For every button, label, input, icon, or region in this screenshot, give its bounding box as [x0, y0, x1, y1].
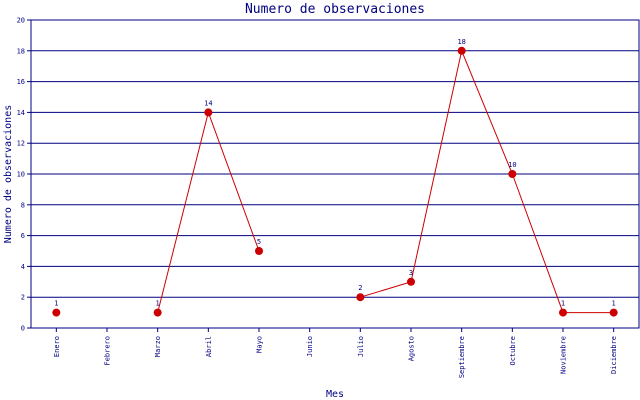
data-label: 14	[204, 99, 212, 107]
data-label: 1	[561, 300, 565, 308]
data-label: 1	[54, 300, 58, 308]
x-tick-label: Septiembre	[458, 336, 466, 378]
x-tick-label: Julio	[357, 336, 365, 357]
data-label: 5	[257, 238, 261, 246]
data-point	[559, 308, 567, 317]
x-tick-label: Marzo	[154, 336, 162, 357]
y-tick-label: 20	[17, 17, 25, 25]
y-axis-ticks: 0 2 4 6 8 10 12 14 16 18 20	[17, 17, 31, 333]
data-point	[457, 46, 466, 55]
y-tick-label: 2	[21, 294, 25, 302]
grid	[30, 19, 640, 329]
y-tick-label: 0	[21, 325, 25, 333]
x-axis-label: Mes	[326, 389, 344, 400]
series-line	[157, 110, 260, 313]
y-tick-label: 6	[21, 232, 25, 240]
x-tick-label: Agosto	[408, 336, 416, 361]
data-labels: 1 1 14 5 2 3 18 10 1 1	[54, 38, 616, 308]
data-label: 2	[358, 284, 362, 292]
x-tick-label: Noviembre	[560, 336, 568, 374]
x-axis-ticks: Enero Febrero Marzo Abril Mayo Junio Julio Agos…	[53, 328, 618, 378]
y-tick-label: 8	[21, 201, 25, 209]
y-tick-label: 14	[17, 109, 25, 117]
data-point	[255, 247, 263, 255]
x-tick-label: Mayo	[256, 336, 264, 353]
y-tick-label: 12	[17, 140, 25, 148]
data-point	[356, 293, 365, 302]
series-lines	[157, 49, 614, 314]
data-label: 18	[457, 38, 465, 46]
x-tick-label: Abril	[205, 336, 213, 357]
x-tick-label: Octubre	[509, 336, 517, 366]
data-label: 3	[409, 269, 413, 277]
x-tick-label: Diciembre	[610, 336, 618, 374]
data-label: 10	[508, 161, 516, 169]
y-tick-label: 4	[21, 263, 25, 271]
data-label: 1	[612, 300, 616, 308]
data-point	[204, 108, 213, 117]
x-tick-label: Enero	[53, 336, 61, 357]
y-tick-label: 10	[17, 171, 25, 179]
data-point	[609, 308, 618, 317]
series-line	[360, 49, 614, 314]
x-tick-label: Febrero	[104, 336, 112, 366]
y-tick-label: 18	[17, 47, 25, 55]
data-point	[153, 308, 162, 317]
y-axis-label: Numero de observaciones	[3, 105, 14, 243]
y-tick-label: 16	[17, 78, 25, 86]
data-point	[508, 170, 517, 178]
data-label: 1	[156, 300, 160, 308]
chart-title: Numero de observaciones	[245, 2, 425, 17]
data-point	[407, 277, 415, 286]
data-points	[52, 46, 618, 317]
x-tick-label: Junio	[306, 336, 314, 357]
data-point	[52, 308, 61, 317]
